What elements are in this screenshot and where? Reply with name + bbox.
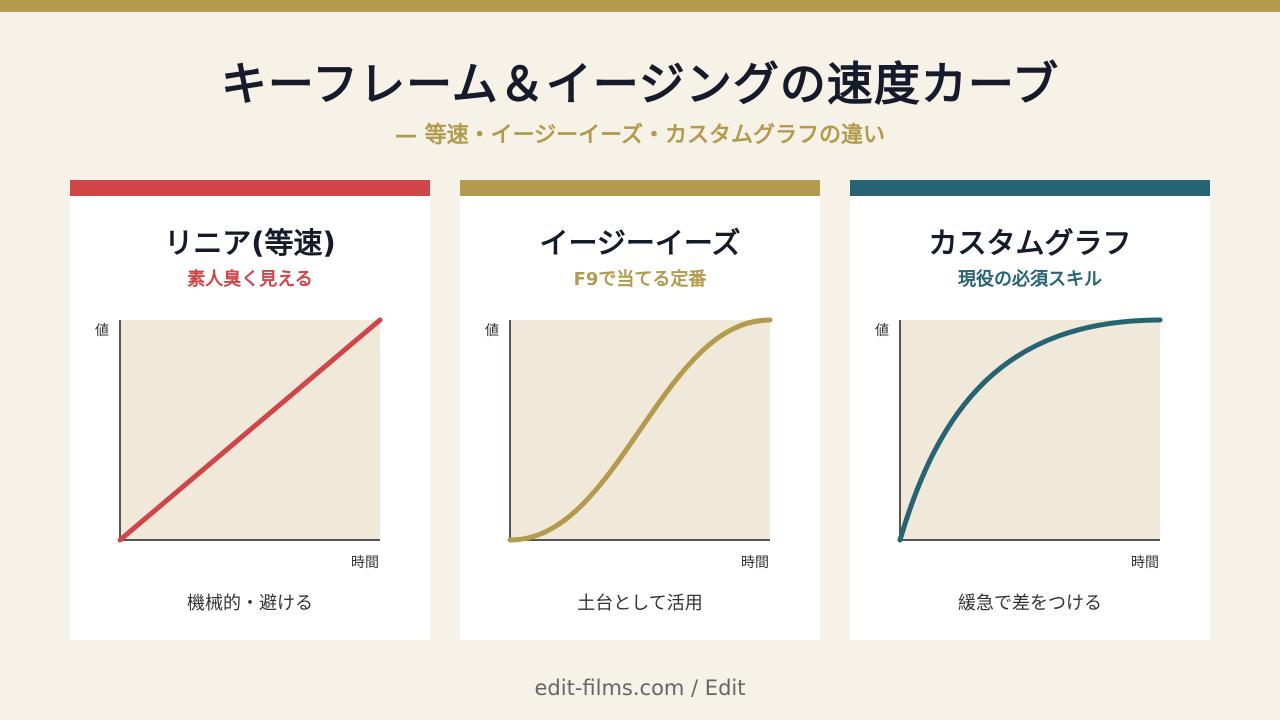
curve-line bbox=[117, 317, 383, 543]
curve-line bbox=[897, 317, 1163, 543]
card-title: イージーイーズ bbox=[539, 226, 741, 260]
y-axis-label: 値 bbox=[875, 323, 889, 339]
card-easy-ease: イージーイーズ F9で当てる定番 値 時間 土台として活用 bbox=[460, 180, 820, 640]
curve-line bbox=[507, 317, 773, 543]
card-description: 機械的・避ける bbox=[187, 593, 313, 614]
x-axis-label: 時間 bbox=[1131, 555, 1159, 570]
card-accent-bar bbox=[460, 180, 820, 196]
velocity-graph: 値 時間 bbox=[485, 317, 773, 570]
velocity-graph: 値 時間 bbox=[875, 317, 1163, 570]
card-description: 土台として活用 bbox=[577, 593, 703, 614]
x-axis-label: 時間 bbox=[741, 555, 769, 570]
page-title: キーフレーム＆イージングの速度カーブ bbox=[220, 57, 1060, 111]
footer-credit: edit-films.com / Edit bbox=[534, 676, 746, 700]
card-title: リニア(等速) bbox=[164, 226, 336, 260]
page-subtitle: — 等速・イージーイーズ・カスタムグラフの違い bbox=[394, 123, 886, 148]
card-subtitle: 素人臭く見える bbox=[187, 269, 313, 290]
card-accent-bar bbox=[70, 180, 430, 196]
velocity-graph: 値 時間 bbox=[95, 317, 383, 570]
card-subtitle: F9で当てる定番 bbox=[573, 269, 707, 290]
y-axis-label: 値 bbox=[485, 323, 499, 339]
card-accent-bar bbox=[850, 180, 1210, 196]
x-axis-label: 時間 bbox=[351, 555, 379, 570]
card-linear: リニア(等速) 素人臭く見える 値 時間 機械的・避ける bbox=[70, 180, 430, 640]
card-subtitle: 現役の必須スキル bbox=[958, 269, 1102, 290]
top-accent-bar bbox=[0, 0, 1280, 12]
card-custom-graph: カスタムグラフ 現役の必須スキル 値 時間 緩急で差をつける bbox=[850, 180, 1210, 640]
card-description: 緩急で差をつける bbox=[958, 593, 1102, 614]
y-axis-label: 値 bbox=[95, 323, 109, 339]
card-title: カスタムグラフ bbox=[928, 226, 1132, 260]
plot-area bbox=[900, 320, 1160, 540]
